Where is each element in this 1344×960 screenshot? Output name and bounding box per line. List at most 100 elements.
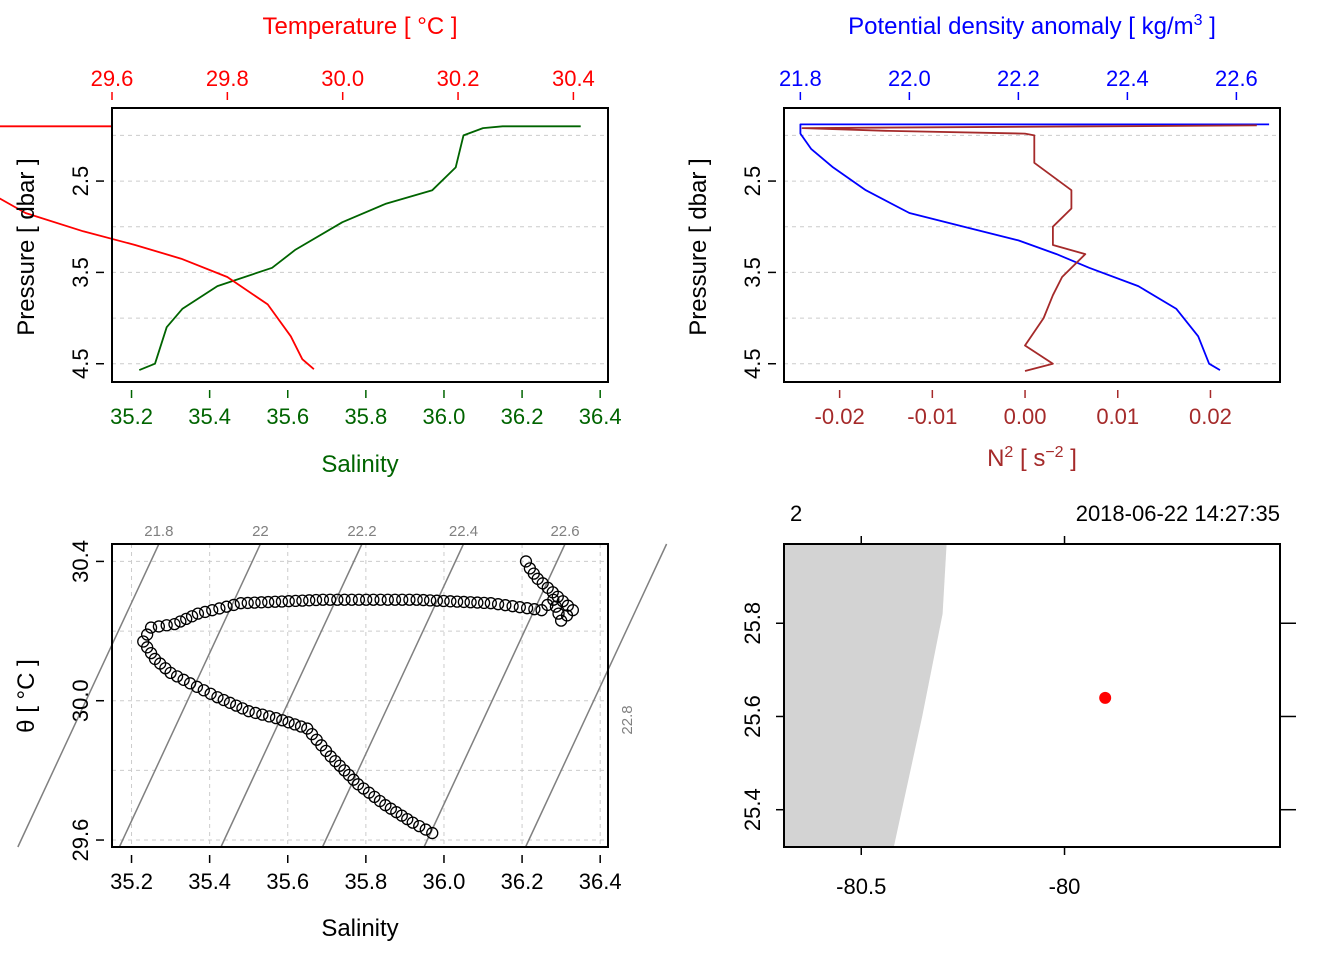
ts-point-102 bbox=[484, 597, 497, 610]
salinity-axis-title-3: Salinity bbox=[321, 915, 398, 942]
ts-point-126 bbox=[519, 555, 533, 568]
ts-point-51 bbox=[137, 635, 150, 648]
n2-label-3: 0.01 bbox=[1096, 404, 1139, 429]
salinity3-label-6: 36.4 bbox=[579, 869, 622, 894]
ts-point-53 bbox=[144, 621, 158, 634]
lon-label-0: -80.5 bbox=[836, 874, 886, 899]
isopycnal-label-4: 22.6 bbox=[550, 523, 579, 540]
panel1-grid bbox=[112, 134, 608, 365]
salinity-label-4: 36.0 bbox=[423, 404, 466, 429]
n2-title-units: [ s bbox=[1013, 445, 1045, 472]
ts-point-0 bbox=[426, 826, 439, 840]
ts-point-18 bbox=[329, 754, 342, 768]
ts-point-32 bbox=[249, 706, 262, 720]
salinity-label-0: 35.2 bbox=[110, 404, 153, 429]
n2-axis: -0.02 -0.01 0.00 0.01 0.02 bbox=[815, 390, 1232, 429]
salinity3-label-4: 36.0 bbox=[423, 869, 466, 894]
ts-point-40 bbox=[197, 684, 210, 697]
isopycnal-lines bbox=[17, 543, 668, 848]
ts-point-68 bbox=[248, 596, 261, 609]
ts-point-37 bbox=[217, 693, 230, 707]
isopycnal-3 bbox=[321, 543, 465, 848]
ts-point-13 bbox=[351, 778, 365, 791]
ts-point-35 bbox=[230, 699, 243, 712]
density-title-text: Potential density anomaly [ kg/m bbox=[848, 13, 1194, 40]
ts-point-57 bbox=[174, 615, 187, 628]
ts-point-75 bbox=[296, 594, 309, 607]
isopycnal-1 bbox=[118, 543, 262, 848]
isopycnal-label-0: 21.8 bbox=[144, 523, 173, 540]
ts-point-29 bbox=[269, 711, 283, 725]
ts-point-90 bbox=[403, 593, 416, 606]
station-datetime: 2018-06-22 14:27:35 bbox=[1076, 501, 1280, 526]
ts-point-78 bbox=[316, 593, 330, 606]
ts-point-98 bbox=[457, 595, 471, 609]
ts-point-85 bbox=[367, 593, 380, 606]
n2-title-superscript: 2 bbox=[1004, 444, 1013, 461]
salinity3-label-2: 35.6 bbox=[266, 869, 309, 894]
panel-ts-diagram: 29.6 30.0 30.4 35.2 35.4 35.6 35.8 36.0 36.2 36.… bbox=[13, 523, 668, 942]
isopycnal-label-1: 22 bbox=[252, 523, 269, 540]
ts-point-26 bbox=[288, 718, 301, 731]
ts-point-70 bbox=[262, 595, 275, 609]
panel-ts-profile: Temperature [ °C ] 29.6 29.8 30.0 30.2 30.4 … bbox=[0, 13, 622, 478]
ts-point-108 bbox=[528, 603, 541, 616]
ts-point-62 bbox=[206, 604, 219, 617]
map-axes: -80.5 -80 25.4 25.6 25.8 bbox=[740, 536, 1296, 899]
ts-point-104 bbox=[499, 599, 512, 612]
ts-point-27 bbox=[282, 716, 295, 729]
isopycnal-label-5: 22.8 bbox=[619, 705, 636, 734]
ts-point-83 bbox=[352, 593, 366, 606]
ts-point-80 bbox=[331, 593, 344, 606]
temperature-label-2: 30.0 bbox=[321, 66, 364, 91]
station-marker bbox=[1099, 691, 1112, 704]
salinity-axis: 35.2 35.4 35.6 35.8 36.0 36.2 36.4 bbox=[110, 390, 622, 429]
ts-point-103 bbox=[491, 598, 505, 611]
n2-title-superscript-2: −2 bbox=[1045, 444, 1063, 461]
ts-point-33 bbox=[242, 705, 255, 718]
salinity3-label-1: 35.4 bbox=[188, 869, 231, 894]
temperature-axis: 29.6 29.8 30.0 30.2 30.4 bbox=[91, 66, 595, 100]
ts-point-64 bbox=[220, 600, 233, 613]
salinity-label-1: 35.4 bbox=[188, 404, 231, 429]
ts-point-77 bbox=[309, 593, 323, 607]
salinity-axis-title: Salinity bbox=[321, 451, 398, 478]
salinity3-label-3: 35.8 bbox=[344, 869, 387, 894]
ts-point-93 bbox=[423, 594, 437, 607]
salinity3-label-5: 36.2 bbox=[501, 869, 544, 894]
ts-point-84 bbox=[360, 593, 373, 606]
ts-point-31 bbox=[256, 708, 269, 721]
ts-point-91 bbox=[410, 593, 423, 606]
isopycnal-labels: 21.8 22 22.2 22.4 22.6 22.8 bbox=[144, 523, 636, 735]
ts-point-44 bbox=[170, 670, 184, 683]
pressure-axis-title: Pressure [ dbar ] bbox=[13, 158, 40, 335]
panel2-lines bbox=[799, 123, 1270, 372]
pressure-axis: 2.5 3.5 4.5 bbox=[68, 166, 104, 379]
ts-point-67 bbox=[241, 596, 254, 610]
ts-point-56 bbox=[168, 617, 181, 631]
ts-point-95 bbox=[437, 594, 450, 608]
ts-point-69 bbox=[255, 596, 268, 609]
ts-point-87 bbox=[381, 593, 394, 606]
ts-point-99 bbox=[464, 596, 477, 609]
density-label-4: 22.6 bbox=[1215, 66, 1258, 91]
ts-points bbox=[137, 555, 580, 840]
ts-point-55 bbox=[160, 619, 173, 632]
ts-point-96 bbox=[444, 595, 457, 608]
ts-point-36 bbox=[223, 696, 237, 709]
station-label: 2 bbox=[790, 501, 802, 526]
ts-point-38 bbox=[211, 691, 224, 704]
ts-point-107 bbox=[520, 602, 534, 615]
lat-label-0: 25.4 bbox=[740, 788, 765, 831]
panel3-grid bbox=[112, 544, 608, 847]
ts-point-24 bbox=[301, 722, 314, 735]
ts-point-2 bbox=[413, 819, 426, 833]
ts-point-74 bbox=[289, 594, 302, 608]
panel1-frame bbox=[111, 107, 609, 383]
salinity-label-3: 35.8 bbox=[344, 404, 387, 429]
theta-label-0: 29.6 bbox=[68, 819, 93, 862]
ts-point-1 bbox=[419, 823, 432, 836]
ts-point-43 bbox=[177, 673, 190, 686]
pressure-axis-title-2: Pressure [ dbar ] bbox=[685, 158, 712, 335]
ts-point-59 bbox=[185, 610, 199, 623]
